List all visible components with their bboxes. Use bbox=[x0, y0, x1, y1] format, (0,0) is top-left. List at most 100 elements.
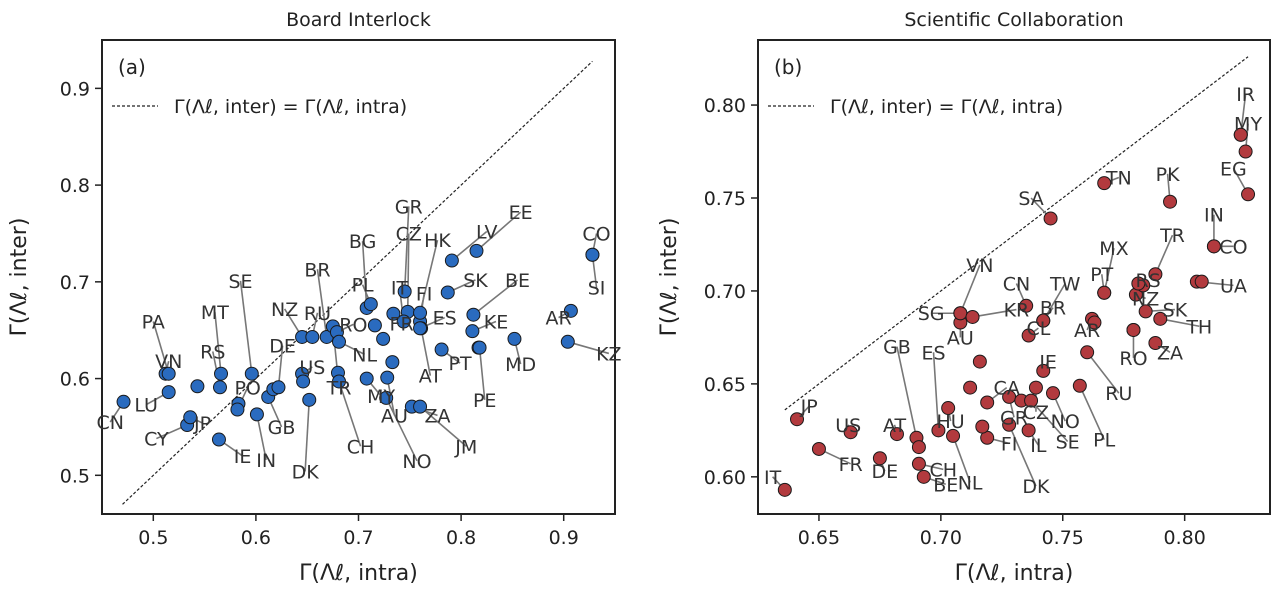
data-point bbox=[563, 303, 578, 318]
point-label-jp: JP bbox=[193, 413, 211, 435]
point-label-cy: CY bbox=[144, 429, 169, 451]
point-label-dk: DK bbox=[292, 461, 320, 483]
data-point bbox=[211, 432, 226, 447]
leader-line bbox=[952, 435, 971, 483]
data-point bbox=[507, 331, 522, 346]
data-point bbox=[380, 370, 395, 385]
data-point bbox=[931, 423, 946, 438]
leader-line bbox=[304, 399, 311, 472]
point-label-de: DE bbox=[871, 461, 898, 483]
point-label-za: ZA bbox=[424, 405, 450, 427]
point-label-kz: KZ bbox=[596, 343, 621, 365]
y-tick-label: 0.60 bbox=[704, 467, 746, 489]
point-label-no: NO bbox=[1051, 411, 1080, 433]
point-label-my: MY bbox=[1234, 114, 1262, 136]
point-label-se: SE bbox=[228, 271, 252, 293]
data-point bbox=[116, 394, 131, 409]
data-point bbox=[230, 402, 245, 417]
identity-line bbox=[784, 56, 1249, 411]
data-point bbox=[911, 440, 926, 455]
data-point bbox=[1036, 363, 1051, 378]
leader-line bbox=[478, 347, 486, 400]
x-tick-label: 0.65 bbox=[798, 527, 840, 549]
data-point bbox=[249, 407, 264, 422]
x-axis-label: Γ(Λℓ, intra) bbox=[299, 561, 418, 586]
point-label-nz: NZ bbox=[271, 299, 298, 321]
point-label-ch: CH bbox=[930, 459, 958, 481]
data-point bbox=[1206, 239, 1221, 254]
point-label-ro: RO bbox=[1119, 348, 1147, 370]
y-tick-label: 0.6 bbox=[60, 369, 90, 391]
point-label-fr: FR bbox=[390, 313, 414, 335]
point-label-ro: RO bbox=[339, 314, 367, 336]
data-point bbox=[190, 379, 205, 394]
data-point bbox=[434, 342, 449, 357]
point-label-br: BR bbox=[1040, 298, 1066, 320]
data-point bbox=[379, 390, 394, 405]
data-point bbox=[1080, 345, 1095, 360]
point-label-it: IT bbox=[391, 278, 409, 300]
leader-line bbox=[316, 269, 328, 338]
point-label-gb: GB bbox=[268, 417, 296, 439]
data-point bbox=[367, 318, 382, 333]
data-point bbox=[472, 340, 487, 355]
leader-line bbox=[1086, 351, 1120, 394]
point-label-no: NO bbox=[402, 451, 431, 473]
leader-line bbox=[419, 240, 439, 313]
point-label-ir: IR bbox=[1236, 84, 1255, 106]
point-label-ru: RU bbox=[304, 303, 331, 325]
point-label-ke: KE bbox=[484, 311, 508, 333]
point-label-jm: JM bbox=[454, 436, 477, 458]
panel-b: Scientific Collaboration (b) Γ(Λℓ, inter) … bbox=[657, 9, 1271, 586]
data-point bbox=[1153, 311, 1168, 326]
leader-line bbox=[419, 406, 467, 447]
data-point bbox=[413, 305, 428, 320]
point-label-de: DE bbox=[269, 336, 296, 358]
point-label-si: SI bbox=[588, 278, 606, 300]
data-point bbox=[332, 374, 347, 389]
leader-line bbox=[385, 397, 418, 462]
data-point bbox=[212, 380, 227, 395]
data-point bbox=[980, 395, 995, 410]
point-label-po: PO bbox=[234, 377, 260, 399]
data-point bbox=[466, 307, 481, 322]
data-point bbox=[413, 399, 428, 414]
data-point bbox=[585, 247, 600, 262]
data-point bbox=[214, 366, 229, 381]
panel-label: (b) bbox=[774, 55, 802, 79]
data-point bbox=[941, 401, 956, 416]
data-point bbox=[296, 374, 311, 389]
point-label-co: CO bbox=[582, 223, 610, 245]
data-point bbox=[1238, 144, 1253, 159]
point-label-it: IT bbox=[764, 467, 782, 489]
leader-line bbox=[214, 311, 222, 374]
point-label-nl: NL bbox=[352, 344, 377, 366]
point-label-my: MY bbox=[367, 386, 395, 408]
data-point bbox=[1002, 417, 1017, 432]
data-point bbox=[1131, 276, 1146, 291]
x-tick-label: 0.5 bbox=[138, 527, 168, 549]
point-label-fr: FR bbox=[839, 454, 863, 476]
point-label-th: TH bbox=[1185, 316, 1212, 338]
data-point bbox=[386, 306, 401, 321]
point-label-lv: LV bbox=[476, 222, 498, 244]
point-label-es: ES bbox=[433, 308, 457, 330]
data-point bbox=[889, 427, 904, 442]
data-point bbox=[359, 371, 374, 386]
data-point bbox=[444, 253, 459, 268]
x-tick-label: 0.80 bbox=[1164, 527, 1206, 549]
data-point bbox=[972, 354, 987, 369]
y-tick-label: 0.75 bbox=[704, 188, 746, 210]
data-point bbox=[1028, 380, 1043, 395]
point-label-ua: UA bbox=[1220, 275, 1247, 297]
chart-title: Board Interlock bbox=[286, 9, 431, 31]
leader-line bbox=[959, 264, 981, 314]
data-point bbox=[465, 324, 480, 339]
point-label-gb: GB bbox=[883, 337, 911, 359]
data-point bbox=[560, 334, 575, 349]
data-point bbox=[963, 380, 978, 395]
point-label-sa: SA bbox=[1018, 188, 1043, 210]
data-point bbox=[965, 309, 980, 324]
leader-line bbox=[256, 414, 267, 460]
